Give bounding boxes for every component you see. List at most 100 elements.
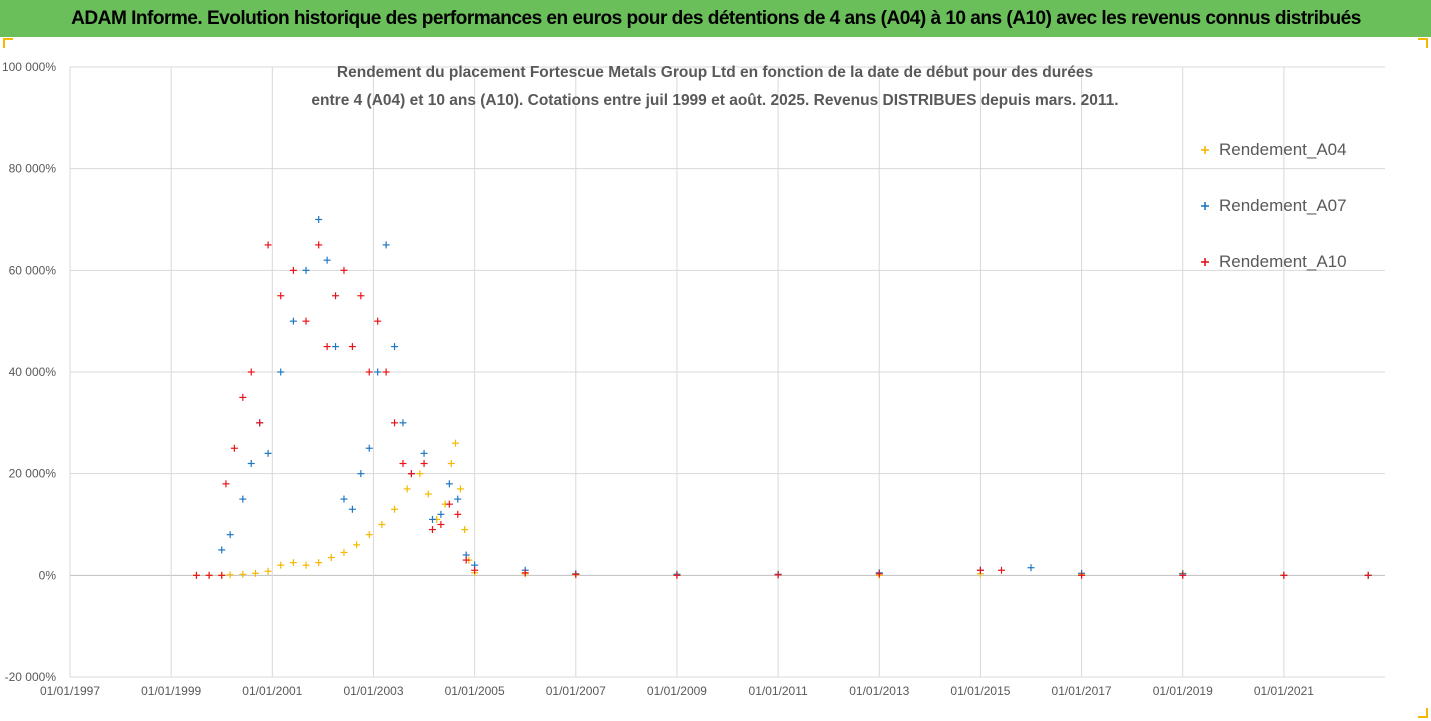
data-point-rendement-a04 [456, 485, 464, 493]
x-tick-label: 01/01/1997 [40, 684, 100, 698]
chart-title-line1: Rendement du placement Fortescue Metals … [337, 64, 1093, 81]
data-point-rendement-a07 [302, 266, 310, 274]
data-point-rendement-a07 [357, 470, 365, 478]
data-point-rendement-a10 [774, 571, 782, 579]
chart-title-line2: entre 4 (A04) et 10 ans (A10). Cotations… [311, 92, 1118, 109]
x-tick-label: 01/01/2005 [445, 684, 505, 698]
data-point-rendement-a07 [340, 495, 348, 503]
data-point-rendement-a07 [382, 241, 390, 249]
data-point-rendement-a10 [365, 368, 373, 376]
x-tick-label: 01/01/1999 [141, 684, 201, 698]
x-tick-label: 01/01/2001 [242, 684, 302, 698]
data-point-rendement-a10 [230, 444, 238, 452]
data-point-rendement-a07 [428, 515, 436, 523]
data-point-rendement-a04 [315, 559, 323, 567]
data-point-rendement-a04 [447, 460, 455, 467]
data-point-rendement-a10 [222, 480, 230, 488]
data-point-rendement-a10 [572, 570, 580, 578]
data-point-rendement-a07 [218, 546, 226, 554]
data-point-rendement-a10 [420, 460, 428, 467]
data-point-rendement-a07 [391, 343, 399, 351]
x-tick-label: 01/01/2019 [1153, 684, 1213, 698]
data-point-rendement-a10 [332, 292, 340, 300]
data-point-rendement-a04 [340, 548, 348, 556]
chart-area: -20 000% 0% 20 000% 40 000% 60 000% 80 000% 10… [0, 37, 1431, 721]
data-point-rendement-a10 [289, 266, 297, 274]
legend-item: Rendement_A04 [1201, 140, 1347, 159]
data-point-rendement-a10 [247, 368, 255, 376]
data-point-rendement-a04 [424, 490, 432, 498]
data-point-rendement-a10 [256, 419, 264, 427]
data-point-rendement-a04 [302, 561, 310, 569]
data-point-rendement-a07 [226, 531, 234, 539]
data-point-rendement-a10 [239, 393, 247, 401]
data-point-rendement-a04 [327, 554, 335, 562]
data-point-rendement-a10 [315, 241, 323, 249]
data-point-rendement-a10 [1179, 571, 1187, 579]
data-point-rendement-a10 [462, 556, 470, 564]
data-point-rendement-a07 [264, 449, 272, 457]
data-point-rendement-a04 [416, 470, 424, 478]
data-point-rendement-a07 [365, 444, 373, 452]
x-tick-label: 01/01/2009 [647, 684, 707, 698]
data-point-rendement-a04 [461, 526, 469, 534]
data-point-rendement-a10 [340, 266, 348, 274]
y-tick-label: 20 000% [9, 467, 57, 481]
legend-item: Rendement_A10 [1201, 252, 1347, 271]
data-point-rendement-a10 [437, 521, 445, 528]
data-point-rendement-a10 [399, 460, 407, 467]
data-point-rendement-a10 [1280, 571, 1288, 579]
data-point-rendement-a07 [454, 495, 462, 503]
data-point-rendement-a10 [302, 317, 310, 325]
legend-label: Rendement_A04 [1219, 140, 1347, 159]
data-point-rendement-a07 [332, 343, 340, 351]
data-point-rendement-a07 [437, 510, 445, 518]
data-point-rendement-a04 [365, 531, 373, 539]
data-point-rendement-a10 [445, 500, 453, 508]
y-tick-label: 80 000% [9, 162, 57, 176]
data-point-rendement-a07 [420, 449, 428, 457]
data-point-rendement-a10 [407, 470, 415, 478]
data-point-rendement-a07 [289, 317, 297, 325]
data-point-rendement-a10 [391, 419, 399, 427]
chart-legend: Rendement_A04 Rendement_A07 Rendement_A10 [1201, 140, 1347, 271]
y-tick-label: -20 000% [5, 670, 57, 684]
data-point-rendement-a07 [239, 495, 247, 503]
x-tick-label: 01/01/2017 [1052, 684, 1112, 698]
legend-label: Rendement_A10 [1219, 252, 1347, 271]
data-point-rendement-a04 [277, 561, 285, 569]
data-point-rendement-a04 [226, 571, 234, 579]
corner-mark-tr [1418, 38, 1428, 48]
data-point-rendement-a07 [277, 368, 285, 376]
data-point-rendement-a10 [521, 569, 529, 577]
data-point-rendement-a04 [289, 559, 297, 567]
x-tick-label: 01/01/2021 [1254, 684, 1314, 698]
data-point-rendement-a04 [391, 505, 399, 513]
legend-label: Rendement_A07 [1219, 196, 1347, 215]
data-point-rendement-a07 [323, 256, 331, 264]
data-point-rendement-a10 [382, 368, 390, 376]
data-point-rendement-a10 [471, 566, 479, 574]
data-point-rendement-a10 [192, 571, 200, 579]
data-point-rendement-a07 [374, 368, 382, 376]
data-point-rendement-a07 [348, 505, 356, 513]
data-point-rendement-a10 [323, 343, 331, 351]
data-point-rendement-a10 [1078, 571, 1086, 579]
data-point-rendement-a10 [997, 566, 1005, 574]
data-point-rendement-a10 [357, 292, 365, 300]
y-tick-label: 100 000% [2, 60, 56, 74]
data-point-rendement-a10 [205, 571, 213, 579]
data-point-rendement-a10 [1364, 571, 1372, 579]
points-layer [192, 216, 1372, 579]
data-point-rendement-a10 [374, 317, 382, 325]
data-point-rendement-a07 [399, 419, 407, 427]
data-point-rendement-a04 [251, 569, 259, 577]
x-tick-label: 01/01/2007 [546, 684, 606, 698]
data-point-rendement-a04 [378, 521, 386, 528]
report-banner: ADAM Informe. Evolution historique des p… [0, 0, 1431, 37]
data-point-rendement-a10 [277, 292, 285, 300]
data-point-rendement-a04 [239, 570, 247, 578]
data-point-rendement-a10 [673, 571, 681, 579]
data-point-rendement-a10 [348, 343, 356, 351]
